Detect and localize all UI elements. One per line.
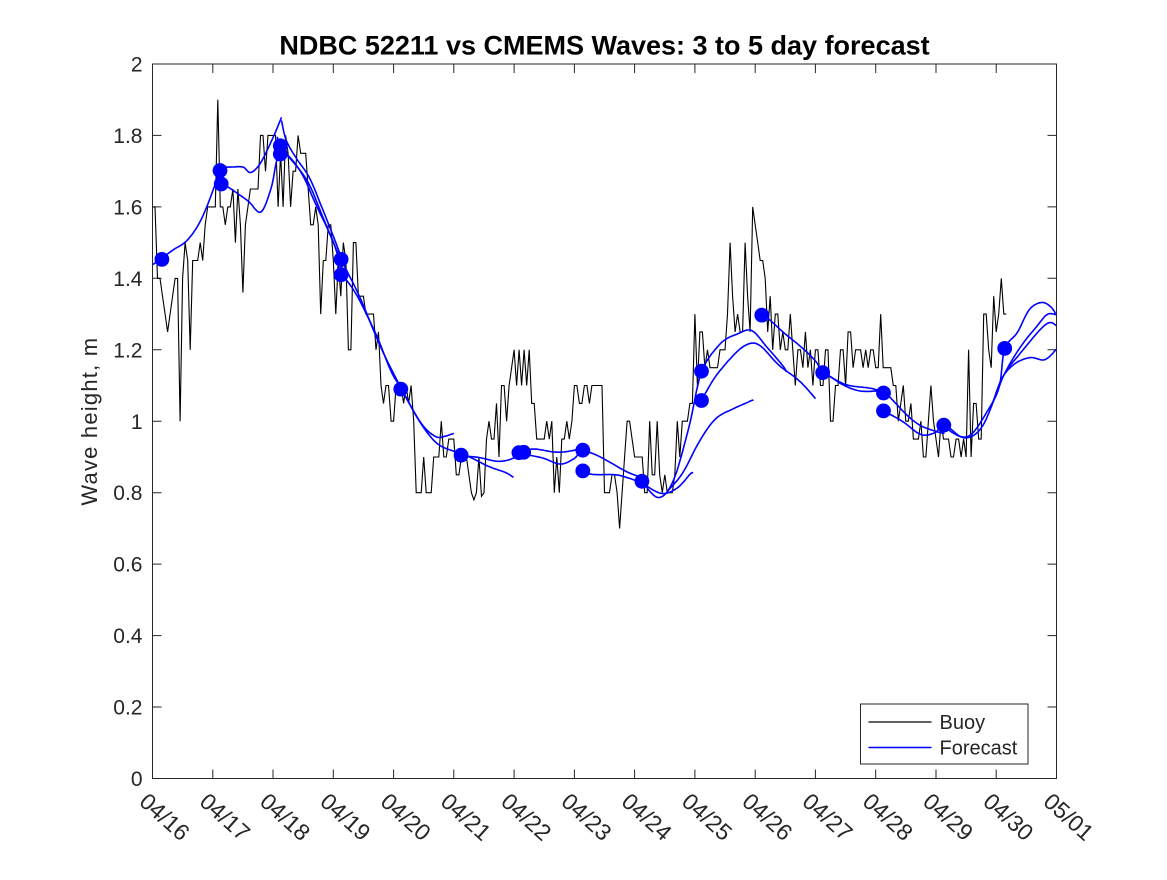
svg-text:1.6: 1.6 [113, 196, 142, 219]
svg-text:1: 1 [131, 411, 143, 434]
svg-text:NDBC 52211 vs CMEMS Waves: 3 t: NDBC 52211 vs CMEMS Waves: 3 to 5 day fo… [279, 31, 929, 61]
svg-text:0.2: 0.2 [113, 697, 142, 720]
svg-text:0.4: 0.4 [113, 625, 143, 648]
svg-text:1.4: 1.4 [113, 268, 143, 291]
svg-text:1.2: 1.2 [113, 339, 142, 362]
svg-text:0: 0 [131, 768, 143, 791]
svg-text:Wave height, m: Wave height, m [77, 337, 102, 506]
svg-text:0.6: 0.6 [113, 554, 142, 577]
svg-text:Buoy: Buoy [940, 712, 986, 734]
svg-text:Forecast: Forecast [940, 738, 1018, 760]
svg-text:0.8: 0.8 [113, 482, 142, 505]
svg-text:1.8: 1.8 [113, 125, 142, 148]
svg-text:2: 2 [131, 54, 143, 77]
